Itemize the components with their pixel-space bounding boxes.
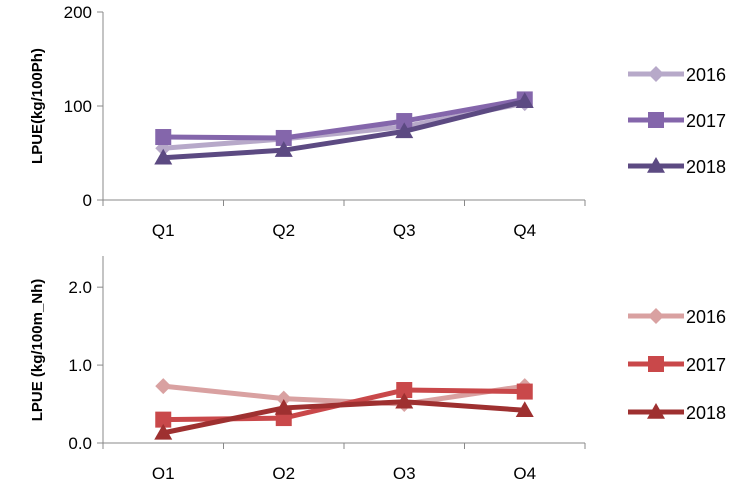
legend-item: 2017 (628, 111, 726, 131)
series-group (154, 378, 534, 440)
data-point (154, 148, 173, 165)
legend: 2016 2017 2018 (628, 307, 726, 423)
chart-panel-bottom: 0.0 1.0 2.0 Q1 Q2 Q3 Q4 LPUE (kg/100m_Nh) 201… (29, 256, 726, 479)
y-axis-label: LPUE(kg/100Ph) (29, 48, 46, 164)
legend-item: 2017 (628, 355, 726, 375)
legend-label: 2016 (686, 307, 726, 327)
x-ticks: Q1 Q2 Q3 Q4 (102, 200, 586, 240)
y-tick-label: 1.0 (68, 356, 92, 375)
x-ticks: Q1 Q2 Q3 Q4 (102, 443, 586, 479)
data-point (396, 382, 413, 399)
series-2017 (155, 91, 533, 146)
legend-item: 2018 (628, 157, 726, 177)
data-point (154, 423, 173, 440)
series-line (162, 399, 525, 436)
data-point (516, 383, 533, 400)
legend-marker (648, 308, 664, 324)
series-line (163, 96, 526, 141)
data-point (275, 129, 292, 146)
x-tick-label: Q4 (513, 221, 536, 240)
data-point (274, 141, 293, 157)
legend-marker (647, 403, 665, 419)
x-tick-label: Q2 (272, 464, 295, 479)
series-group (154, 91, 534, 165)
series-2016 (155, 95, 533, 157)
data-point (395, 122, 414, 139)
y-ticks: 0 100 200 (64, 3, 103, 210)
data-point (275, 390, 292, 407)
legend: 2016 2017 2018 (628, 65, 726, 177)
data-point (396, 113, 413, 130)
legend-marker (648, 112, 664, 128)
data-point (155, 129, 172, 146)
legend-label: 2017 (686, 355, 726, 375)
data-point (395, 392, 414, 409)
y-ticks: 0.0 1.0 2.0 (68, 278, 103, 453)
y-tick-label: 0.0 (68, 434, 92, 453)
legend-marker (648, 66, 664, 82)
y-tick-label: 200 (64, 3, 92, 22)
data-point (515, 401, 534, 418)
y-tick-label: 2.0 (68, 278, 92, 297)
data-point (274, 398, 293, 415)
chart-panel-top: 0 100 200 Q1 Q2 Q3 Q4 LPUE(kg/100Ph) 2016 2017… (29, 3, 726, 240)
legend-item: 2016 (628, 65, 726, 85)
x-tick-label: Q1 (152, 464, 175, 479)
x-tick-label: Q4 (513, 464, 536, 479)
series-2018 (154, 392, 534, 440)
legend-label: 2016 (686, 65, 726, 85)
x-tick-label: Q3 (393, 221, 416, 240)
data-point (515, 92, 534, 109)
series-line (162, 383, 526, 407)
x-tick-label: Q3 (393, 464, 416, 479)
legend-marker (647, 157, 665, 173)
series-2018 (154, 92, 534, 165)
x-tick-label: Q1 (152, 221, 175, 240)
x-tick-label: Q2 (272, 221, 295, 240)
series-line (163, 98, 526, 161)
legend-label: 2018 (686, 403, 726, 423)
legend-label: 2018 (686, 157, 726, 177)
data-point (155, 411, 172, 428)
y-tick-label: 100 (64, 97, 92, 116)
y-tick-label: 0 (83, 191, 92, 210)
legend-label: 2017 (686, 111, 726, 131)
legend-item: 2018 (628, 403, 726, 423)
legend-marker (648, 356, 664, 372)
data-point (155, 378, 172, 395)
y-axis-label: LPUE (kg/100m_Nh) (29, 279, 46, 422)
legend-item: 2016 (628, 307, 726, 327)
